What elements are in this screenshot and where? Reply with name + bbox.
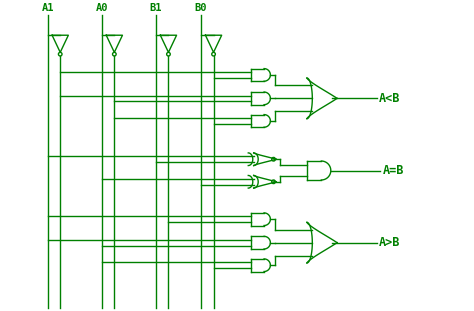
Text: A0: A0 bbox=[95, 3, 108, 13]
Text: A<B: A<B bbox=[379, 92, 401, 105]
Text: A=B: A=B bbox=[383, 164, 404, 177]
Text: B0: B0 bbox=[195, 3, 207, 13]
Text: A>B: A>B bbox=[379, 236, 401, 249]
Text: A1: A1 bbox=[41, 3, 54, 13]
Text: B1: B1 bbox=[150, 3, 162, 13]
